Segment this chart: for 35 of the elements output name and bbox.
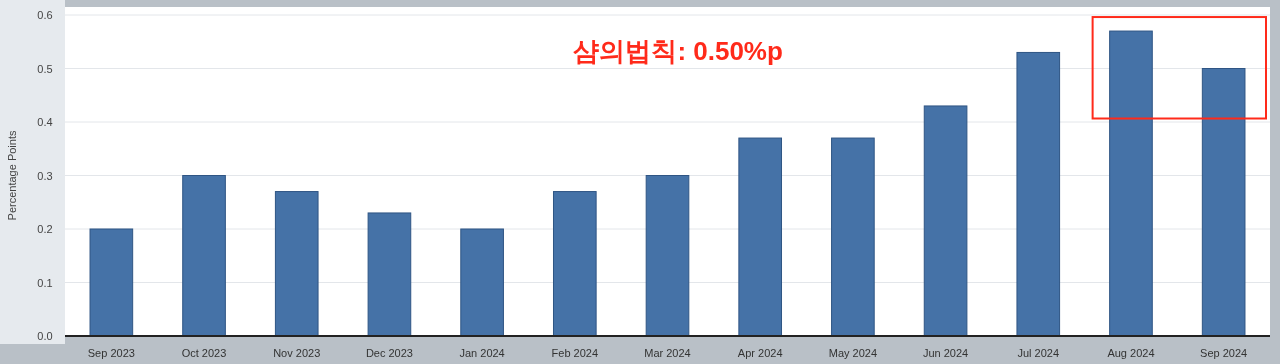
bar — [182, 175, 226, 337]
bar — [1201, 68, 1246, 337]
bar — [738, 137, 783, 337]
x-tick-label: May 2024 — [828, 347, 878, 359]
x-tick-label: Oct 2023 — [181, 347, 227, 359]
y-tick-label: 0.3 — [37, 169, 53, 182]
x-tick-label: Dec 2023 — [365, 347, 413, 359]
x-tick-label: Aug 2024 — [1107, 347, 1155, 359]
bar — [923, 105, 968, 337]
bar — [460, 228, 504, 337]
bar — [645, 175, 690, 337]
y-tick-label: 0.0 — [37, 330, 53, 342]
x-tick-label: Jun 2024 — [922, 347, 969, 359]
y-tick-label: 0.2 — [37, 223, 53, 235]
bar — [274, 191, 319, 337]
y-axis-title: Percentage Points — [6, 130, 18, 221]
y-tick-label: 0.5 — [37, 62, 53, 75]
annotation: 샴의법칙: 0.50%p — [573, 36, 783, 66]
x-tick-label: Feb 2024 — [551, 347, 599, 359]
bar — [89, 228, 134, 337]
y-tick-label: 0.4 — [37, 116, 53, 128]
x-tick-label: Sep 2023 — [87, 347, 135, 359]
bar — [367, 212, 412, 337]
x-tick-label: Sep 2024 — [1200, 347, 1248, 359]
x-tick-label: Nov 2023 — [273, 347, 321, 359]
bar — [1016, 51, 1061, 337]
y-tick-label: 0.6 — [37, 9, 53, 21]
y-tick-label: 0.1 — [37, 276, 53, 289]
bar — [831, 137, 875, 337]
bar — [1109, 30, 1153, 337]
x-tick-label: Jul 2024 — [1017, 347, 1060, 359]
bar — [552, 191, 597, 337]
x-tick-label: Jan 2024 — [459, 347, 505, 359]
x-tick-label: Mar 2024 — [644, 347, 691, 359]
x-tick-label: Apr 2024 — [737, 347, 783, 359]
